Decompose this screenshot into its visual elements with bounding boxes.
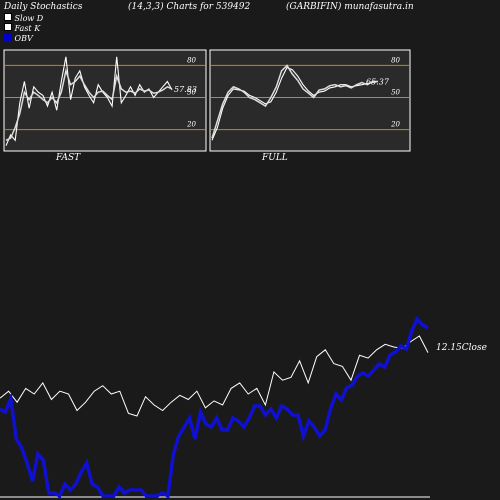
legend-swatch-slow-d <box>4 13 12 21</box>
y-tick-label-0-2: 20 <box>186 121 196 129</box>
legend-slow-d: Slow D <box>4 13 43 23</box>
full-panel-title: FULL <box>262 153 288 163</box>
legend-obv: OBV <box>4 33 33 43</box>
chart-symbol: (GARBIFIN) munafasutra.in <box>286 2 414 12</box>
y-tick-label-1-1: 50 <box>391 89 400 97</box>
legend-label-fast-k: Fast K <box>14 24 41 33</box>
last-value-label-1: 65.37 <box>366 77 390 86</box>
osc-panel-frame-0 <box>3 49 207 152</box>
osc-panel-frame-1 <box>209 49 411 152</box>
obv-line <box>0 315 429 499</box>
osc-series-line-1-1 <box>211 64 378 139</box>
chart-title: Daily Stochastics <box>4 2 83 12</box>
last-value-label-0: 57.83 <box>174 85 197 94</box>
osc-series-line-0-1 <box>5 67 173 141</box>
price-close-line <box>0 335 429 417</box>
y-tick-label-1-0: 80 <box>391 56 400 64</box>
legend-fast-k: Fast K <box>4 23 40 33</box>
y-tick-label-0-1: 50 <box>187 89 196 97</box>
legend-swatch-obv <box>4 33 12 41</box>
legend-label-obv: OBV <box>14 34 33 43</box>
close-value-label: 12.15Close <box>436 343 487 353</box>
legend-label-slow-d: Slow D <box>14 14 44 23</box>
y-tick-label-1-2: 20 <box>390 121 400 129</box>
osc-series-line-0-0 <box>5 56 173 146</box>
legend-swatch-fast-k <box>4 23 12 31</box>
fast-panel-title: FAST <box>56 153 81 163</box>
y-tick-label-0-0: 80 <box>187 56 196 64</box>
chart-params: (14,3,3) Charts for 539492 <box>128 2 251 12</box>
